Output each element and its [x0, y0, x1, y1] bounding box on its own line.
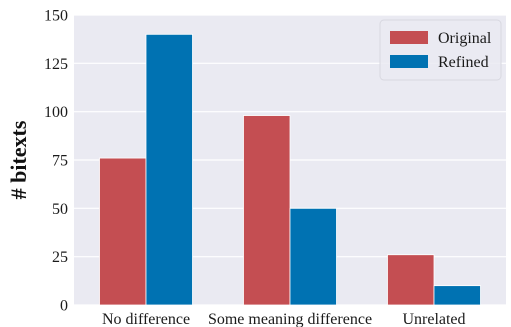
legend-swatch-refined [390, 55, 428, 68]
x-axis-ticks: No difference Some meaning difference Unre… [102, 311, 466, 327]
bar-refined-1 [145, 33, 193, 306]
bar-original-3 [387, 254, 435, 306]
y-axis-ticks: 0 25 50 75 100 125 150 [44, 8, 68, 315]
x-tick-label: Unrelated [402, 311, 465, 327]
y-tick-label: 150 [44, 8, 68, 25]
bar-original-2 [243, 115, 291, 306]
y-tick-label: 25 [52, 249, 68, 266]
bar-refined-2 [289, 207, 337, 306]
x-tick-label: Some meaning difference [208, 311, 372, 327]
y-tick-label: 125 [44, 56, 68, 73]
y-axis-title: # bitexts [6, 120, 31, 199]
y-tick-label: 50 [52, 201, 68, 218]
legend-box [379, 19, 502, 81]
y-tick-label: 75 [52, 153, 68, 170]
y-tick-label: 100 [44, 104, 68, 121]
bars [99, 33, 481, 306]
bar-original-1 [99, 157, 147, 306]
legend: Original Refined [379, 19, 502, 81]
legend-label-original: Original [438, 30, 492, 47]
x-tick-label: No difference [102, 311, 190, 327]
legend-swatch-original [390, 31, 428, 44]
legend-label-refined: Refined [438, 54, 489, 71]
bar-refined-3 [433, 285, 481, 306]
y-tick-label: 0 [60, 298, 68, 315]
